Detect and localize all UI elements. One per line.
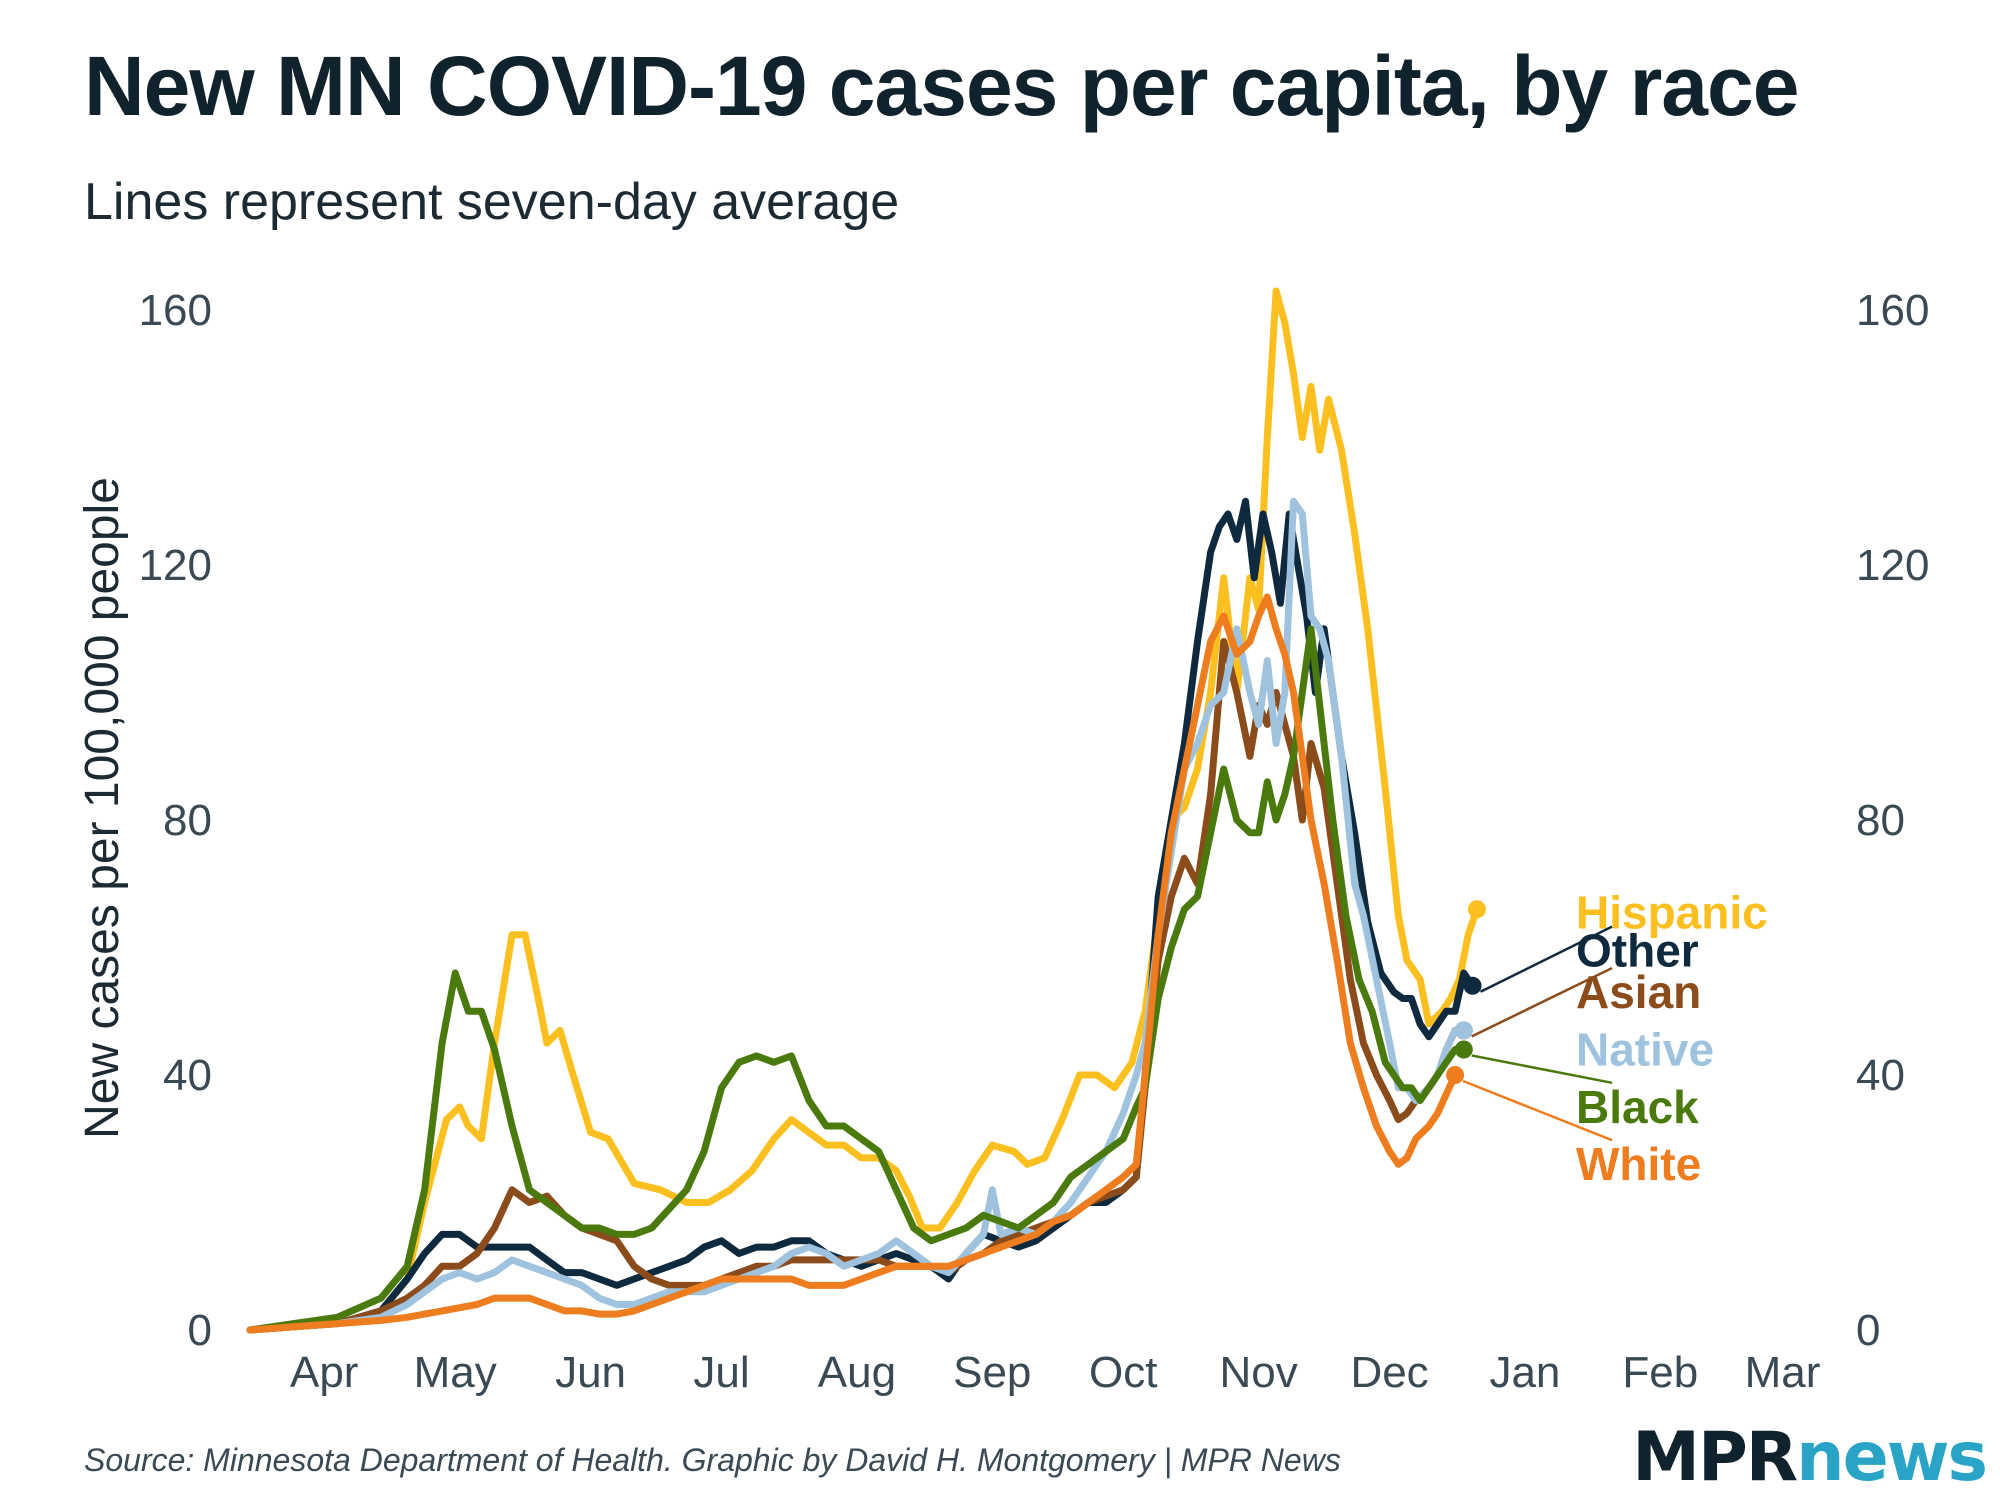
chart-title: New MN COVID-19 cases per capita, by rac… — [84, 39, 1799, 133]
series-end-dot-other — [1463, 976, 1482, 995]
series-line-native — [246, 497, 1468, 1334]
y-tick-right-0: 0 — [1856, 1306, 1880, 1355]
y-tick-right-120: 120 — [1856, 541, 1929, 590]
y-tick-right-80: 80 — [1856, 796, 1905, 845]
y-tick-right-40: 40 — [1856, 1051, 1905, 1100]
x-tick-aug: Aug — [818, 1348, 896, 1397]
series-line-black — [246, 625, 1468, 1334]
x-tick-jul: Jul — [693, 1348, 749, 1397]
source-note: Source: Minnesota Department of Health. … — [84, 1442, 1341, 1478]
series-line-hispanic — [246, 287, 1481, 1334]
series-lines — [246, 287, 1486, 1334]
series-end-dot-hispanic — [1467, 900, 1486, 919]
y-axis-right: 0 40 80 120 160 — [1856, 286, 1929, 1355]
y-tick-left-160: 160 — [139, 286, 212, 335]
leader-line-black — [1471, 1054, 1613, 1085]
series-line-white — [246, 593, 1459, 1334]
y-tick-right-160: 160 — [1856, 286, 1929, 335]
x-tick-oct: Oct — [1089, 1348, 1157, 1397]
series-label-native: Native — [1576, 1023, 1714, 1075]
logo-mpr: MPR — [1632, 1418, 1798, 1497]
x-tick-nov: Nov — [1219, 1348, 1297, 1397]
x-tick-feb: Feb — [1622, 1348, 1698, 1397]
series-end-dot-white — [1446, 1066, 1465, 1084]
series-label-asian: Asian — [1576, 966, 1701, 1018]
chart-subtitle: Lines represent seven-day average — [84, 173, 900, 231]
leader-line-asian — [1471, 966, 1613, 1038]
y-tick-left-0: 0 — [188, 1306, 212, 1355]
x-tick-sep: Sep — [953, 1348, 1031, 1397]
series-end-dot-native — [1454, 1021, 1473, 1040]
mpr-news-logo: MPRnews — [1632, 1418, 1988, 1497]
x-tick-dec: Dec — [1350, 1348, 1428, 1397]
leader-line-white — [1462, 1079, 1613, 1142]
x-tick-mar: Mar — [1745, 1348, 1821, 1397]
x-tick-may: May — [414, 1348, 497, 1397]
y-tick-left-80: 80 — [163, 796, 212, 845]
y-tick-left-120: 120 — [139, 541, 212, 590]
series-end-dot-black — [1454, 1040, 1473, 1059]
x-tick-apr: Apr — [290, 1348, 358, 1397]
series-label-white: White — [1576, 1138, 1701, 1190]
y-axis-left: 0 40 80 120 160 — [139, 286, 212, 1355]
leader-line-other — [1479, 925, 1613, 993]
series-label-other: Other — [1576, 925, 1699, 977]
logo-news: news — [1796, 1418, 1988, 1497]
y-axis-label: New cases per 100,000 people — [76, 477, 129, 1139]
y-tick-left-40: 40 — [163, 1051, 212, 1100]
x-axis: Apr May Jun Jul Aug Sep Oct Nov Dec Jan Feb Mar — [290, 1348, 1820, 1397]
series-line-asian — [246, 638, 1468, 1334]
x-tick-jun: Jun — [555, 1348, 626, 1397]
x-tick-jan: Jan — [1489, 1348, 1560, 1397]
series-label-black: Black — [1576, 1081, 1699, 1133]
